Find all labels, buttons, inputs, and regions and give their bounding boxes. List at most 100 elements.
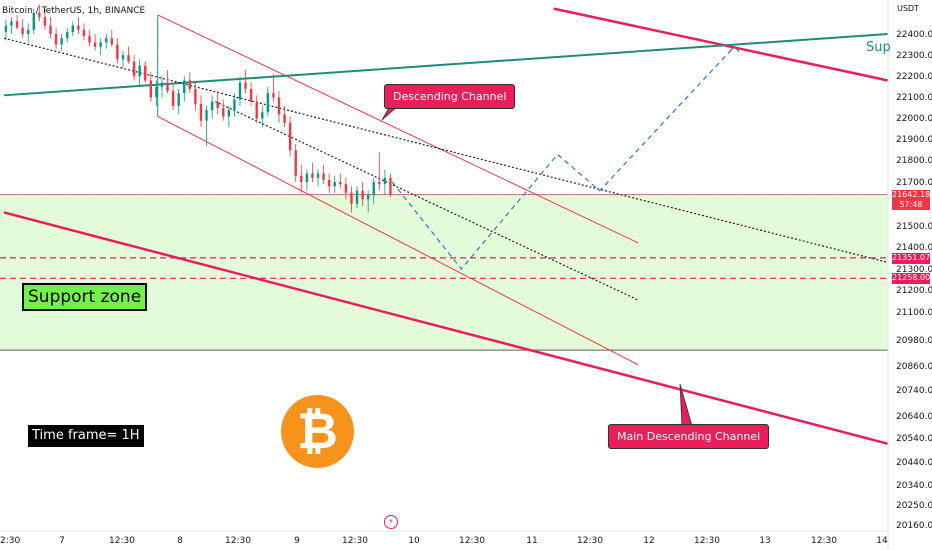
- y-tick-label: 22100.00: [896, 93, 932, 103]
- countdown-value: 57:48: [899, 200, 923, 209]
- candle-body: [93, 42, 97, 47]
- candle-body: [99, 42, 102, 47]
- y-tick-label: 22400.00: [896, 30, 932, 40]
- x-tick-label: 8: [177, 536, 183, 546]
- current-price-value: 21642.18: [892, 190, 931, 199]
- support-zone-area: [0, 194, 888, 351]
- candle-body: [389, 177, 392, 195]
- main-channel-lower: [3, 211, 889, 445]
- candle-body: [21, 27, 24, 34]
- x-tick-label: 9: [294, 536, 300, 546]
- candle-body: [350, 192, 353, 204]
- candle-body: [10, 21, 13, 26]
- candle-body: [82, 29, 86, 37]
- x-tick-label: 12:30: [577, 536, 603, 546]
- descending-channel-callout[interactable]: Descending Channel: [384, 84, 516, 109]
- y-tick-label: 21900.00: [896, 135, 932, 145]
- main-channel-upper: [553, 7, 889, 82]
- candle-body: [316, 173, 320, 178]
- y-tick-label: 20640.00: [896, 412, 932, 422]
- candle-body: [210, 101, 214, 111]
- candle-body: [177, 93, 180, 106]
- candle-body: [116, 44, 119, 60]
- x-tick-label: 12:30: [694, 536, 720, 546]
- candle-body: [88, 36, 91, 43]
- tradingview-icon[interactable]: ⚡: [384, 515, 398, 529]
- x-tick-label: 12:30: [342, 536, 368, 546]
- projection-path: [391, 46, 735, 270]
- chart-title: Bitcoin / TetherUS, 1h, BINANCE: [2, 6, 146, 16]
- x-tick-label: 2:30: [0, 536, 20, 546]
- y-tick-label: 21500.00: [896, 222, 932, 232]
- candle-body: [305, 173, 309, 182]
- descending-channel-lower: [157, 116, 639, 366]
- candle-body: [361, 190, 364, 200]
- y-tick-label: 20540.00: [896, 434, 932, 444]
- x-tick-label: 12:30: [225, 536, 251, 546]
- candle-body: [300, 175, 303, 182]
- time-frame-label[interactable]: Time frame= 1H: [28, 425, 144, 447]
- candle-body: [199, 103, 203, 121]
- y-tick-label: 22300.00: [896, 51, 932, 61]
- candle-body: [49, 25, 52, 34]
- candle-body: [4, 25, 8, 32]
- candle-body: [233, 99, 236, 111]
- candle-body: [27, 29, 30, 34]
- descending-channel-upper: [157, 14, 639, 244]
- candle-body: [227, 110, 231, 117]
- candle-body: [110, 38, 114, 45]
- candle-body: [333, 182, 336, 187]
- candle-body: [344, 184, 348, 193]
- candle-body: [205, 110, 208, 121]
- x-tick-label: 7: [59, 536, 65, 546]
- y-tick-label: 21100.00: [896, 308, 932, 318]
- candle-body: [383, 177, 387, 185]
- y-tick-label: 22000.00: [896, 114, 932, 124]
- support-zone-label[interactable]: Support zone: [22, 283, 148, 311]
- y-tick-label: 20160.00: [896, 521, 932, 531]
- x-tick-label: 14: [876, 536, 888, 546]
- candle-body: [144, 65, 147, 81]
- candle-body: [54, 34, 58, 45]
- x-tick-label: 11: [526, 536, 537, 546]
- candle-body: [194, 88, 197, 104]
- candle-body: [166, 82, 169, 92]
- candle-body: [121, 55, 125, 60]
- projection-arrow-head: [728, 45, 740, 53]
- candle-body: [311, 173, 314, 178]
- main-descending-channel-callout[interactable]: Main Descending Channel: [608, 424, 770, 449]
- current-price-tag: 21642.18 57:48: [892, 190, 930, 210]
- level-2-tag: 21258.00: [892, 273, 931, 284]
- y-tick-label: 21400.00: [896, 243, 932, 253]
- candle-body: [188, 80, 192, 89]
- candle-body: [216, 101, 219, 108]
- candle-body: [283, 114, 286, 123]
- y-tick-label: 20340.00: [896, 481, 932, 491]
- candle-body: [222, 108, 225, 117]
- candle-body: [327, 179, 331, 187]
- candle-body: [43, 17, 47, 26]
- candle-body: [288, 122, 292, 151]
- candle-body: [105, 38, 108, 43]
- x-tick-label: 12:30: [109, 536, 135, 546]
- candle-body: [322, 173, 325, 180]
- y-tick-label: 21200.00: [896, 286, 932, 296]
- candle-body: [132, 61, 136, 77]
- candle-body: [244, 82, 247, 89]
- bitcoin-logo-icon: ₿: [281, 395, 354, 468]
- candle-body: [138, 65, 141, 77]
- candle-body: [127, 55, 130, 62]
- candle-body: [355, 190, 359, 204]
- y-tick-label: 20860.00: [896, 362, 932, 372]
- candle-body: [249, 88, 253, 102]
- candle-body: [155, 86, 158, 98]
- x-tick-label: 12:30: [459, 536, 485, 546]
- currency-label: USDT: [897, 4, 919, 13]
- y-tick-label: 21300.00: [896, 265, 932, 275]
- y-tick-label: 20250.00: [896, 501, 932, 511]
- x-tick-label: 10: [408, 536, 420, 546]
- candle-body: [372, 182, 375, 196]
- x-tick-label: 13: [759, 536, 770, 546]
- y-tick-label: 21700.00: [896, 178, 932, 188]
